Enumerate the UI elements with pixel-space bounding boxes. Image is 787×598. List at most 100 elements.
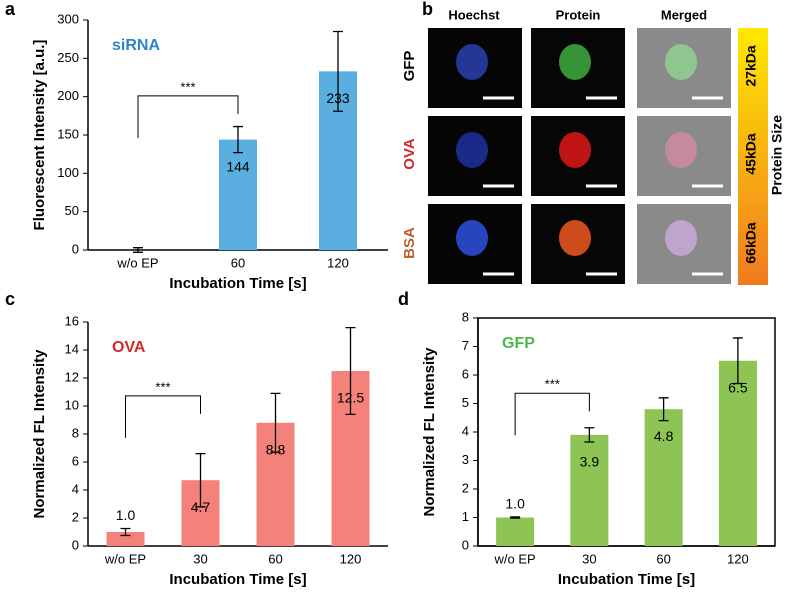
chart-label: OVA — [112, 339, 146, 356]
x-tick-label: 120 — [340, 551, 362, 566]
error-bar — [233, 125, 243, 154]
bar — [644, 409, 683, 546]
value-label: 4.8 — [654, 428, 674, 444]
x-tick-label: w/o EP — [116, 255, 158, 270]
y-tick-label: 0 — [72, 537, 79, 552]
y-tick-label: 4 — [462, 423, 469, 438]
size-label: 66kDa — [743, 222, 759, 263]
panel-letter: c — [5, 289, 15, 309]
error-bar — [658, 397, 669, 422]
cell — [665, 44, 697, 80]
panel-letter: b — [422, 0, 433, 19]
size-bar — [738, 28, 768, 285]
x-tick-label: w/o EP — [104, 551, 146, 566]
significance-bracket — [125, 395, 201, 438]
y-tick-label: 2 — [462, 480, 469, 495]
y-tick-label: 14 — [65, 341, 79, 356]
bar — [219, 139, 257, 250]
y-tick-label: 3 — [462, 452, 469, 467]
y-tick-label: 6 — [72, 453, 79, 468]
x-tick-label: 120 — [727, 551, 749, 566]
value-label: 233 — [326, 90, 350, 106]
y-tick-label: 12 — [65, 369, 79, 384]
bar — [718, 360, 757, 546]
cell — [456, 132, 488, 168]
value-label: 144 — [226, 158, 250, 174]
y-tick-label: 8 — [72, 425, 79, 440]
size-label: 27kDa — [743, 45, 759, 86]
y-tick-label: 50 — [65, 203, 79, 218]
cell — [665, 220, 697, 256]
y-tick-label: 0 — [462, 537, 469, 552]
y-tick-label: 200 — [57, 88, 79, 103]
y-tick-label: 10 — [65, 397, 79, 412]
cell — [559, 220, 591, 256]
column-header: Protein — [556, 7, 601, 22]
error-bar — [195, 452, 206, 508]
chart-label: GFP — [502, 335, 535, 352]
plot-frame — [477, 317, 776, 547]
x-tick-label: 60 — [656, 551, 670, 566]
bar — [570, 434, 609, 546]
error-bar — [270, 392, 281, 453]
chart-label: siRNA — [112, 37, 160, 54]
significance-bracket — [514, 392, 590, 436]
cell — [559, 132, 591, 168]
significance-label: *** — [155, 379, 170, 394]
significance-bracket — [137, 95, 239, 138]
y-axis-label: Normalized FL Intensity — [421, 347, 438, 517]
value-label: 4.7 — [191, 499, 211, 515]
significance-label: *** — [180, 79, 195, 94]
x-tick-label: w/o EP — [494, 551, 536, 566]
error-bar — [120, 527, 131, 537]
x-tick-label: 30 — [582, 551, 596, 566]
x-tick-label: 120 — [327, 255, 349, 270]
value-label: 1.0 — [505, 496, 525, 512]
value-label: 6.5 — [728, 379, 748, 395]
y-tick-label: 300 — [57, 11, 79, 26]
image-panel: b Hoechst Protein Merged GFP OVA BSA 27k… — [401, 0, 785, 285]
error-bar — [732, 337, 743, 385]
error-bar — [133, 247, 143, 253]
y-tick-label: 5 — [462, 395, 469, 410]
y-tick-label: 8 — [462, 309, 469, 324]
y-axis-label: Normalized FL Intensity — [31, 349, 48, 519]
cell — [456, 44, 488, 80]
significance-label: *** — [545, 377, 560, 392]
error-bar — [584, 427, 595, 443]
row-label: BSA — [401, 227, 418, 259]
bar — [106, 532, 145, 546]
y-tick-label: 16 — [65, 313, 79, 328]
x-tick-label: 60 — [231, 255, 245, 270]
panel-letter: d — [398, 289, 409, 309]
row-label: GFP — [401, 51, 418, 82]
x-axis-label: Incubation Time [s] — [558, 571, 695, 588]
y-tick-label: 250 — [57, 50, 79, 65]
value-label: 3.9 — [580, 454, 600, 470]
error-bar — [333, 30, 343, 112]
x-axis-label: Incubation Time [s] — [169, 275, 306, 292]
row-label: OVA — [401, 138, 418, 170]
y-tick-label: 4 — [72, 481, 79, 496]
value-label: 12.5 — [337, 390, 364, 406]
y-axis-label: Fluorescent Intensity [a.u.] — [31, 40, 48, 231]
cell — [456, 220, 488, 256]
size-label: 45kDa — [743, 133, 759, 174]
y-tick-label: 100 — [57, 165, 79, 180]
cell — [559, 44, 591, 80]
column-header: Merged — [661, 7, 707, 22]
x-tick-label: 60 — [268, 551, 282, 566]
error-bar — [510, 516, 521, 519]
value-label: 8.8 — [266, 442, 286, 458]
x-tick-label: 30 — [193, 551, 207, 566]
y-tick-label: 2 — [72, 509, 79, 524]
y-tick-label: 150 — [57, 126, 79, 141]
value-label: 1.0 — [116, 507, 136, 523]
x-axis-label: Incubation Time [s] — [169, 571, 306, 588]
bar — [496, 517, 535, 546]
y-tick-label: 0 — [72, 241, 79, 256]
panel-letter: a — [5, 0, 16, 19]
column-header: Hoechst — [448, 7, 500, 22]
y-tick-label: 7 — [462, 338, 469, 353]
